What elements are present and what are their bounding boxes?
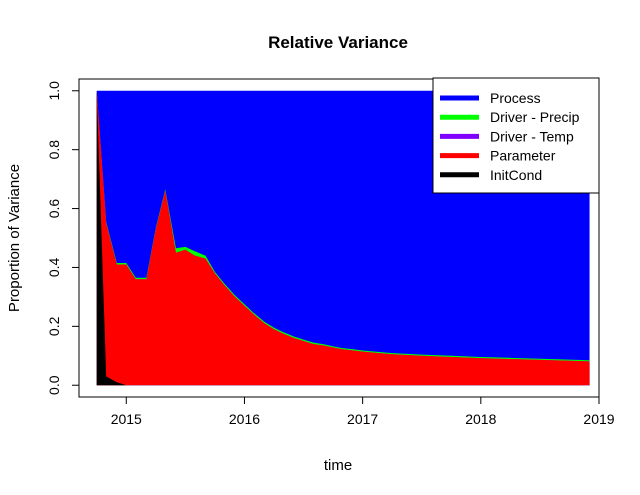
legend-label-initcond: InitCond (490, 167, 542, 183)
y-tick-label: 0.4 (46, 258, 62, 278)
legend: Process Driver - Precip Driver - Temp Param… (432, 77, 600, 194)
legend-label-driver-temp: Driver - Temp (490, 128, 574, 144)
x-axis-label: time (324, 457, 352, 474)
x-axis: 2015 2016 2017 2018 2019 (111, 396, 615, 427)
y-axis: 0.0 0.2 0.4 0.6 0.8 1.0 (46, 81, 80, 395)
x-tick-label: 2019 (583, 411, 614, 427)
y-tick-label: 0.8 (46, 140, 62, 160)
y-tick-label: 0.2 (46, 316, 62, 336)
y-tick-label: 0.6 (46, 199, 62, 219)
y-tick-label: 1.0 (46, 81, 62, 101)
y-tick-label: 0.0 (46, 375, 62, 395)
y-axis-label: Proportion of Variance (6, 164, 23, 312)
legend-label-driver-precip: Driver - Precip (490, 109, 580, 125)
legend-label-parameter: Parameter (490, 148, 556, 164)
chart-title: Relative Variance (268, 33, 408, 52)
x-tick-label: 2015 (111, 411, 142, 427)
x-tick-label: 2018 (465, 411, 496, 427)
area-parameter (96, 90, 590, 386)
x-tick-label: 2017 (347, 411, 378, 427)
x-tick-label: 2016 (229, 411, 260, 427)
legend-label-process: Process (490, 90, 541, 106)
